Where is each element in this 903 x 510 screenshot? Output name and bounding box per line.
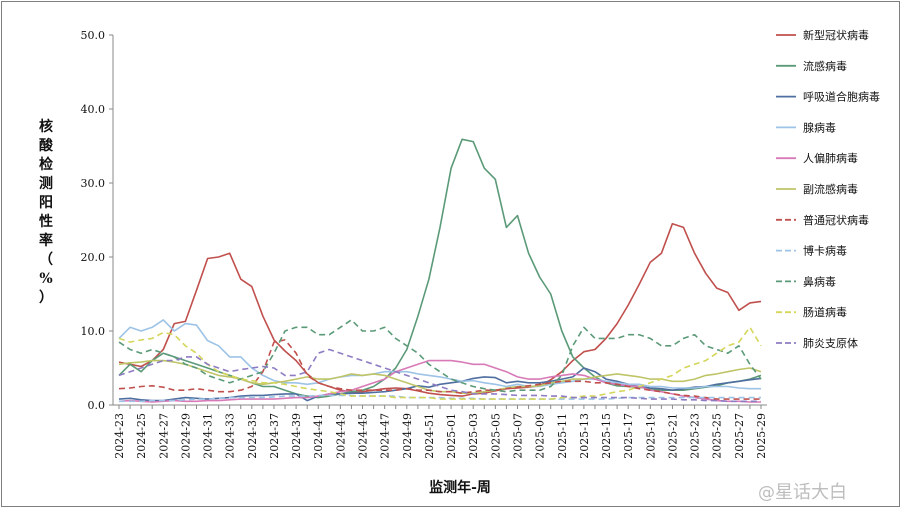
y-tick-label: 40.0	[81, 103, 106, 116]
x-tick-label: 2025-17	[622, 413, 635, 459]
y-axis-label-char: 率	[39, 233, 53, 249]
y-axis-label-char: 性	[39, 214, 53, 230]
x-tick-label: 2024-37	[268, 413, 281, 459]
x-tick-label: 2025-03	[467, 413, 480, 459]
x-tick-label: 2025-27	[733, 413, 746, 459]
watermark-text: 星话大白	[775, 482, 847, 503]
series-line-9	[118, 326, 762, 400]
series-lines	[118, 138, 762, 403]
x-tick-label: 2025-25	[711, 413, 724, 459]
x-tick-label: 2025-29	[755, 413, 768, 459]
legend-label: 博卡病毒	[803, 244, 847, 258]
x-tick-label: 2025-11	[556, 413, 569, 459]
x-tick-label: 2024-45	[357, 413, 370, 459]
series-line-10	[118, 348, 761, 403]
x-tick-label: 2025-23	[689, 413, 702, 459]
x-tick-label: 2024-43	[334, 413, 347, 459]
watermark: @星话大白	[758, 478, 847, 504]
series-line-8	[118, 319, 762, 393]
x-tick-label: 2024-23	[113, 413, 126, 459]
x-tick-label: 2025-07	[511, 413, 524, 459]
series-line-4	[118, 359, 761, 403]
y-tick-label: 50.0	[81, 29, 106, 42]
legend-label: 腺病毒	[803, 120, 836, 134]
y-tick-label: 0.0	[88, 399, 106, 412]
x-tick-label: 2025-09	[534, 413, 547, 459]
watermark-at: @	[758, 483, 775, 503]
legend-label: 鼻病毒	[803, 274, 836, 288]
legend-label: 普通冠状病毒	[803, 213, 869, 227]
x-tick-label: 2025-15	[600, 413, 613, 459]
x-tick-label: 2024-33	[224, 413, 237, 459]
x-tick-label: 2025-05	[489, 413, 502, 459]
x-tick-label: 2024-51	[423, 413, 436, 459]
series-line-3	[118, 319, 761, 390]
series-line-6	[118, 339, 761, 400]
y-axis-label-char: （	[39, 252, 53, 268]
x-tick-label: 2025-01	[445, 413, 458, 459]
y-axis-ticks: 0.0 10.0 20.0 30.0 40.0 50.0	[81, 29, 113, 412]
x-tick-label: 2024-49	[401, 413, 414, 459]
x-tick-label: 2024-29	[179, 413, 192, 459]
y-axis-label-char: 酸	[39, 138, 53, 154]
y-tick-label: 30.0	[81, 177, 106, 190]
x-tick-label: 2025-19	[644, 413, 657, 459]
legend: 新型冠状病毒流感病毒呼吸道合胞病毒腺病毒人偏肺病毒副流感病毒普通冠状病毒博卡病毒…	[776, 28, 880, 350]
legend-label: 呼吸道合胞病毒	[803, 90, 880, 104]
series-line-1	[118, 138, 762, 399]
axes	[112, 35, 767, 406]
x-tick-label: 2024-27	[157, 413, 170, 459]
series-line-0	[118, 222, 762, 397]
y-axis-label-char: 检	[39, 157, 53, 173]
x-axis-ticks: 2024-23 2024-25 2024-27 2024-29 2024-31 2024-…	[113, 405, 768, 459]
y-axis-label-char: 阳	[39, 195, 53, 211]
x-tick-label: 2024-39	[290, 413, 303, 459]
legend-label: 肺炎支原体	[803, 336, 858, 350]
legend-label: 副流感病毒	[803, 182, 858, 196]
y-axis-label-char: ）	[39, 290, 53, 306]
y-tick-label: 20.0	[81, 251, 106, 264]
x-axis-label: 监测年-周	[429, 480, 491, 496]
y-axis-label: 核酸检测阳性率 （% ）	[36, 118, 56, 308]
x-tick-label: 2024-41	[312, 413, 325, 459]
y-axis-label-char: 测	[39, 176, 53, 192]
series-line-7	[119, 394, 761, 403]
x-tick-label: 2025-13	[578, 413, 591, 459]
legend-label: 流感病毒	[803, 59, 847, 73]
x-tick-label: 2024-47	[379, 413, 392, 459]
series-line-2	[118, 367, 762, 402]
legend-label: 肠道病毒	[803, 305, 847, 319]
x-tick-label: 2024-25	[135, 413, 148, 459]
legend-label: 人偏肺病毒	[803, 151, 858, 165]
x-tick-label: 2024-35	[246, 413, 259, 459]
x-tick-label: 2025-21	[666, 413, 679, 459]
y-tick-label: 10.0	[81, 325, 106, 338]
y-axis-label-char: 核	[39, 119, 53, 135]
legend-label: 新型冠状病毒	[803, 28, 869, 42]
x-tick-label: 2024-31	[202, 413, 215, 459]
y-axis-label-char: %	[39, 271, 53, 287]
